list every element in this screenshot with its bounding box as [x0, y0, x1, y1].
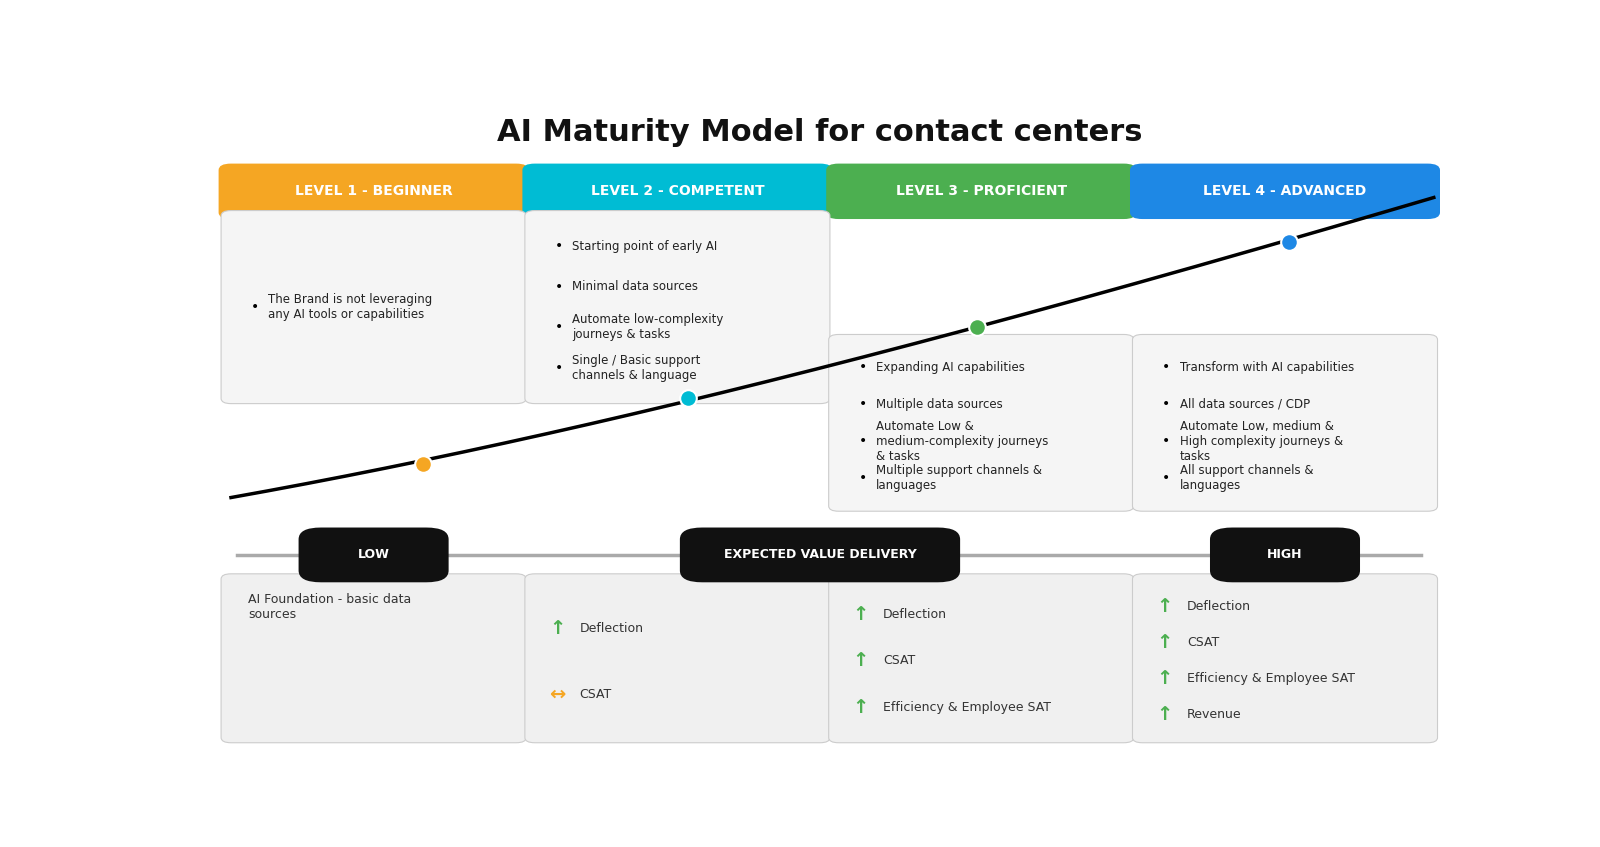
- Text: •: •: [1162, 435, 1171, 448]
- Text: •: •: [1162, 361, 1171, 374]
- Text: •: •: [251, 300, 259, 314]
- Text: LEVEL 4 - ADVANCED: LEVEL 4 - ADVANCED: [1203, 185, 1366, 198]
- Text: Deflection: Deflection: [1187, 600, 1251, 612]
- Text: All data sources / CDP: All data sources / CDP: [1179, 398, 1310, 411]
- Text: Multiple support channels &
languages: Multiple support channels & languages: [875, 464, 1042, 492]
- FancyBboxPatch shape: [525, 211, 830, 404]
- Text: ↑: ↑: [1157, 596, 1173, 616]
- Text: ↑: ↑: [1157, 705, 1173, 723]
- Text: Automate Low, medium &
High complexity journeys &
tasks: Automate Low, medium & High complexity j…: [1179, 420, 1342, 462]
- FancyBboxPatch shape: [1130, 163, 1440, 219]
- Text: Transform with AI capabilities: Transform with AI capabilities: [1179, 361, 1354, 374]
- Text: Multiple data sources: Multiple data sources: [875, 398, 1003, 411]
- FancyBboxPatch shape: [1133, 573, 1437, 743]
- FancyBboxPatch shape: [299, 528, 448, 582]
- FancyBboxPatch shape: [1210, 528, 1360, 582]
- FancyBboxPatch shape: [525, 573, 830, 743]
- Text: Revenue: Revenue: [1187, 707, 1242, 721]
- Text: AI Maturity Model for contact centers: AI Maturity Model for contact centers: [498, 118, 1142, 147]
- Text: ↑: ↑: [549, 619, 565, 638]
- FancyBboxPatch shape: [829, 573, 1134, 743]
- Text: Efficiency & Employee SAT: Efficiency & Employee SAT: [883, 700, 1051, 714]
- Text: CSAT: CSAT: [883, 654, 915, 667]
- Text: ↑: ↑: [853, 651, 869, 670]
- Text: •: •: [555, 239, 563, 253]
- Text: Efficiency & Employee SAT: Efficiency & Employee SAT: [1187, 672, 1355, 684]
- Text: ↑: ↑: [1157, 633, 1173, 651]
- Text: •: •: [1162, 471, 1171, 485]
- FancyBboxPatch shape: [219, 163, 528, 219]
- Text: LOW: LOW: [358, 548, 389, 562]
- Text: EXPECTED VALUE DELIVERY: EXPECTED VALUE DELIVERY: [723, 548, 917, 562]
- FancyBboxPatch shape: [829, 335, 1134, 512]
- Text: •: •: [859, 435, 867, 448]
- Text: ↑: ↑: [1157, 668, 1173, 688]
- Text: All support channels &
languages: All support channels & languages: [1179, 464, 1314, 492]
- Text: The Brand is not leveraging
any AI tools or capabilities: The Brand is not leveraging any AI tools…: [269, 293, 432, 321]
- Text: Expanding AI capabilities: Expanding AI capabilities: [875, 361, 1024, 374]
- Text: CSAT: CSAT: [1187, 635, 1219, 649]
- Text: Minimal data sources: Minimal data sources: [573, 280, 698, 293]
- Text: LEVEL 2 - COMPETENT: LEVEL 2 - COMPETENT: [590, 185, 765, 198]
- Text: •: •: [555, 320, 563, 335]
- Text: •: •: [859, 361, 867, 374]
- Text: CSAT: CSAT: [579, 688, 611, 701]
- Text: HIGH: HIGH: [1267, 548, 1302, 562]
- Text: AI Foundation - basic data
sources: AI Foundation - basic data sources: [248, 594, 411, 622]
- Text: •: •: [859, 397, 867, 412]
- Text: ↑: ↑: [853, 698, 869, 717]
- Text: •: •: [1162, 397, 1171, 412]
- FancyBboxPatch shape: [523, 163, 832, 219]
- FancyBboxPatch shape: [221, 211, 526, 404]
- Text: •: •: [555, 280, 563, 294]
- Text: ↑: ↑: [853, 605, 869, 623]
- FancyBboxPatch shape: [680, 528, 960, 582]
- Text: Single / Basic support
channels & language: Single / Basic support channels & langua…: [573, 354, 701, 382]
- Text: ↔: ↔: [549, 685, 565, 704]
- Text: •: •: [859, 471, 867, 485]
- Text: •: •: [555, 361, 563, 375]
- FancyBboxPatch shape: [221, 573, 526, 743]
- Text: Deflection: Deflection: [883, 607, 947, 621]
- Text: LEVEL 3 - PROFICIENT: LEVEL 3 - PROFICIENT: [896, 185, 1067, 198]
- FancyBboxPatch shape: [1133, 335, 1437, 512]
- Text: Starting point of early AI: Starting point of early AI: [573, 240, 717, 252]
- Text: Deflection: Deflection: [579, 622, 643, 635]
- FancyBboxPatch shape: [826, 163, 1136, 219]
- Text: Automate Low &
medium-complexity journeys
& tasks: Automate Low & medium-complexity journey…: [875, 420, 1048, 462]
- Text: LEVEL 1 - BEGINNER: LEVEL 1 - BEGINNER: [294, 185, 453, 198]
- Text: Automate low-complexity
journeys & tasks: Automate low-complexity journeys & tasks: [573, 313, 723, 341]
